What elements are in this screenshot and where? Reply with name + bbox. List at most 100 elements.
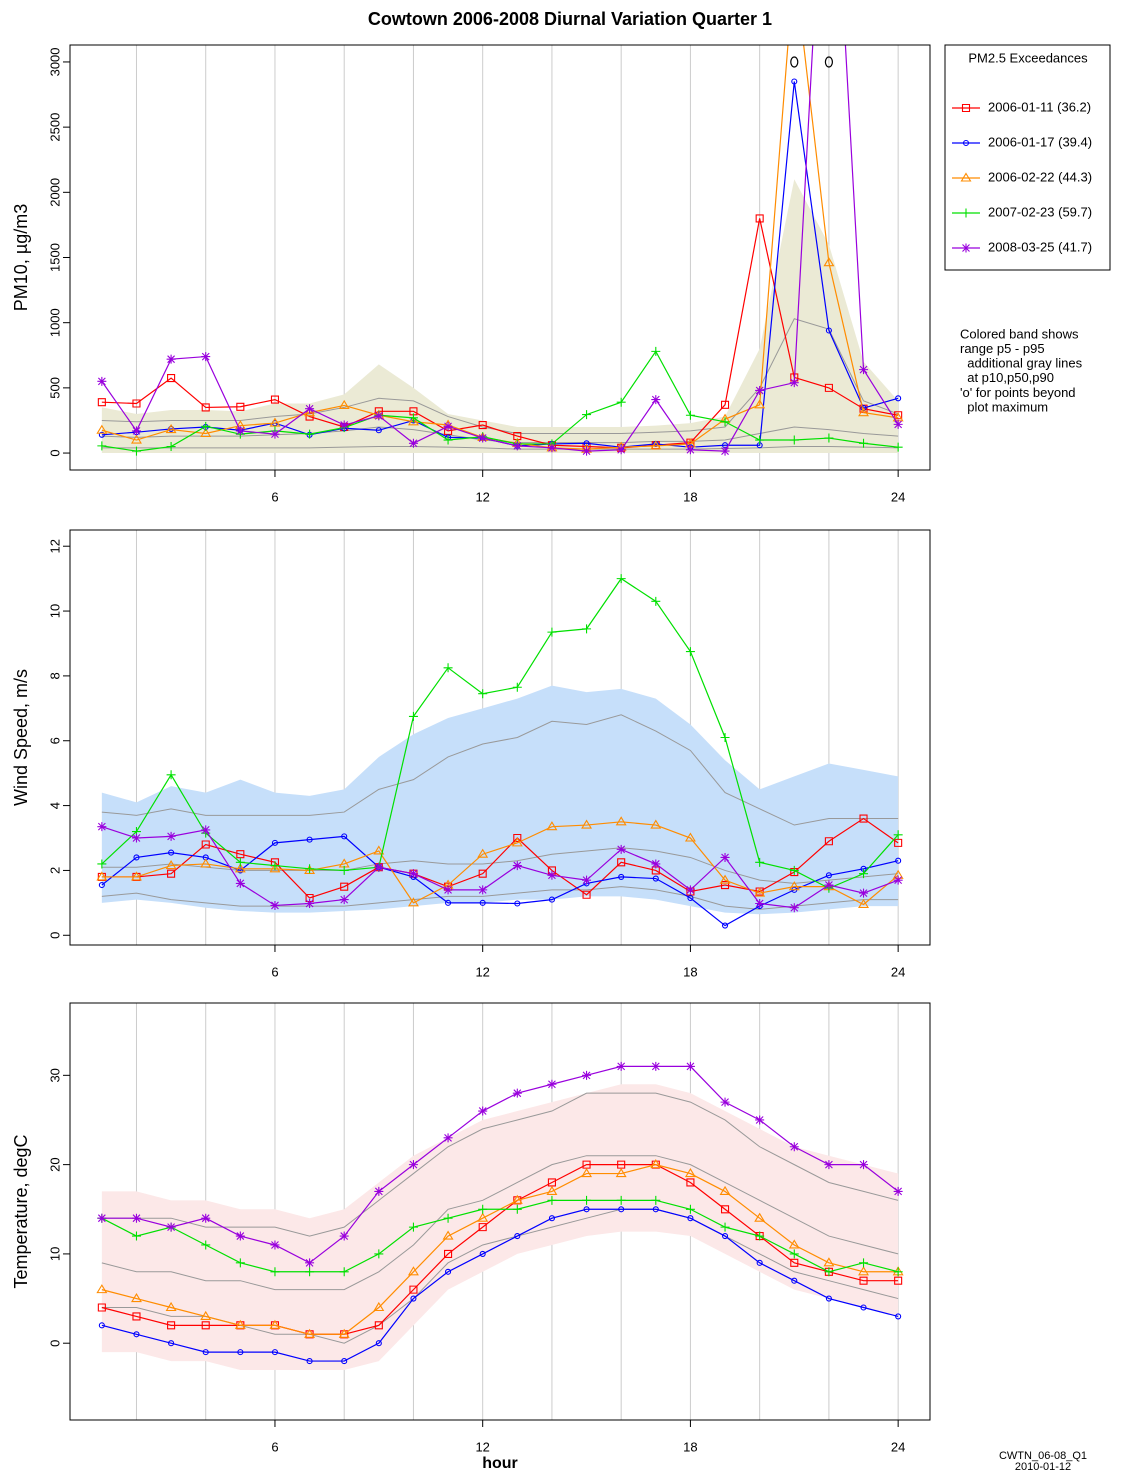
point-marker xyxy=(305,1258,315,1268)
percentile-line xyxy=(101,426,899,444)
y-axis-label: Temperature, degC xyxy=(11,1134,31,1288)
point-marker xyxy=(617,858,626,867)
point-marker xyxy=(97,859,107,869)
point-marker xyxy=(202,854,209,861)
point-marker xyxy=(755,1231,765,1241)
point-marker xyxy=(893,1186,903,1196)
x-tick-label: 18 xyxy=(683,964,697,979)
point-marker xyxy=(98,1322,105,1329)
beyond-max-marker xyxy=(824,56,834,68)
point-marker xyxy=(477,1212,489,1222)
point-marker xyxy=(445,899,452,906)
point-marker xyxy=(583,440,590,447)
point-marker xyxy=(479,899,486,906)
point-marker xyxy=(201,421,211,431)
point-marker xyxy=(513,432,522,441)
x-tick-label: 24 xyxy=(891,964,905,979)
point-marker xyxy=(97,822,107,832)
y-tick-label: 1000 xyxy=(47,308,62,337)
point-marker xyxy=(339,895,349,905)
point-marker xyxy=(583,1206,590,1213)
series-line xyxy=(101,817,899,899)
point-marker xyxy=(789,903,799,913)
point-marker xyxy=(824,433,834,443)
point-marker xyxy=(235,878,245,888)
point-marker xyxy=(200,858,212,868)
point-marker xyxy=(478,885,488,895)
point-marker xyxy=(305,893,314,903)
point-marker xyxy=(407,416,419,426)
point-marker xyxy=(270,1267,280,1277)
point-marker xyxy=(824,837,833,846)
legend-marker xyxy=(961,208,971,218)
percentile-line xyxy=(101,1155,899,1291)
point-marker xyxy=(859,814,868,823)
point-marker xyxy=(651,346,661,356)
point-marker xyxy=(790,373,799,382)
x-tick-label: 12 xyxy=(475,1439,489,1454)
point-marker xyxy=(618,1206,625,1213)
legend-marker xyxy=(960,172,972,182)
point-marker xyxy=(615,816,627,826)
point-marker xyxy=(374,862,384,872)
point-marker xyxy=(443,885,453,895)
point-marker xyxy=(306,836,313,843)
point-marker xyxy=(582,624,592,634)
point-marker xyxy=(339,420,349,430)
point-marker xyxy=(755,1115,765,1125)
point-marker xyxy=(720,417,730,427)
point-marker xyxy=(409,407,418,416)
point-marker xyxy=(341,833,348,840)
point-marker xyxy=(305,412,314,421)
point-marker xyxy=(373,1301,385,1312)
point-marker xyxy=(651,1061,661,1071)
point-marker xyxy=(582,1160,591,1169)
point-marker xyxy=(687,1215,694,1222)
point-marker xyxy=(789,865,799,875)
point-marker xyxy=(167,1321,176,1330)
note-text: additional gray lines xyxy=(960,356,1083,371)
point-marker xyxy=(166,442,176,452)
point-marker xyxy=(408,711,418,721)
point-marker xyxy=(789,1249,799,1259)
point-marker xyxy=(651,1195,661,1205)
point-marker xyxy=(615,1167,627,1178)
point-marker xyxy=(650,819,662,829)
point-marker xyxy=(754,1212,766,1222)
footer-text: CWTN_06-08_Q1 xyxy=(999,1450,1087,1462)
point-marker xyxy=(825,872,832,879)
point-marker xyxy=(685,445,695,455)
point-marker xyxy=(165,424,177,434)
point-marker xyxy=(512,1088,522,1098)
legend-title: PM2.5 Exceedances xyxy=(968,50,1088,65)
legend-marker xyxy=(961,243,971,253)
y-tick-label: 10 xyxy=(47,604,62,618)
point-marker xyxy=(859,1160,869,1170)
point-marker xyxy=(858,898,869,909)
point-marker xyxy=(720,733,730,742)
point-marker xyxy=(97,1303,106,1312)
point-marker xyxy=(305,429,315,439)
point-marker xyxy=(270,395,280,404)
point-marker xyxy=(236,850,245,859)
point-marker xyxy=(720,1222,730,1232)
point-marker xyxy=(514,1233,521,1240)
point-marker xyxy=(687,894,694,902)
point-marker xyxy=(790,868,799,877)
y-tick-label: 8 xyxy=(47,672,62,679)
point-marker xyxy=(754,887,766,897)
point-marker xyxy=(617,1160,626,1169)
point-marker xyxy=(547,866,556,875)
point-marker xyxy=(616,574,626,584)
point-marker xyxy=(789,435,799,445)
x-tick-label: 6 xyxy=(271,1439,278,1454)
point-marker xyxy=(720,852,730,862)
point-marker xyxy=(616,445,626,455)
point-marker xyxy=(443,663,453,673)
point-marker xyxy=(581,1167,593,1178)
x-tick-label: 24 xyxy=(891,489,905,504)
point-marker xyxy=(582,1070,592,1080)
point-marker xyxy=(582,1195,592,1205)
